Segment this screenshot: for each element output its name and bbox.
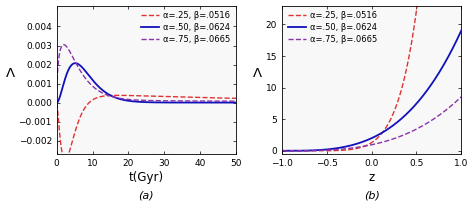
Y-axis label: Λ: Λ xyxy=(253,67,262,80)
α=.50, β=.0624 xyxy=(228,101,234,104)
α=.75, β=.0665 xyxy=(61,43,66,46)
Y-axis label: Λ: Λ xyxy=(6,67,15,80)
Legend: α=.25, β=.0516, α=.50, β=.0624, α=.75, β=.0665: α=.25, β=.0516, α=.50, β=.0624, α=.75, β… xyxy=(139,10,232,46)
α=.75, β=.0665 xyxy=(141,99,147,102)
Text: (a): (a) xyxy=(138,190,154,201)
α=.75, β=.0665 xyxy=(453,100,459,103)
α=.25, β=.0516 xyxy=(115,94,121,97)
α=.75, β=.0665 xyxy=(233,100,239,102)
α=.75, β=.0665 xyxy=(366,144,372,147)
Line: α=.50, β=.0624: α=.50, β=.0624 xyxy=(282,31,461,151)
α=.75, β=.0665 xyxy=(63,45,69,47)
α=.75, β=.0665 xyxy=(453,100,459,103)
α=.25, β=.0516 xyxy=(62,159,68,161)
α=.75, β=.0665 xyxy=(228,100,234,102)
X-axis label: t(Gyr): t(Gyr) xyxy=(129,171,164,184)
α=.75, β=.0665 xyxy=(279,150,285,152)
α=.25, β=.0516 xyxy=(63,158,69,160)
Line: α=.25, β=.0516: α=.25, β=.0516 xyxy=(282,0,461,151)
Legend: α=.25, β=.0516, α=.50, β=.0624, α=.75, β=.0665: α=.25, β=.0516, α=.50, β=.0624, α=.75, β… xyxy=(286,10,378,46)
α=.50, β=.0624 xyxy=(420,94,426,97)
α=.50, β=.0624 xyxy=(362,140,367,142)
α=.75, β=.0665 xyxy=(137,99,142,101)
α=.50, β=.0624 xyxy=(195,101,201,104)
α=.50, β=.0624 xyxy=(73,62,78,64)
α=.25, β=.0516 xyxy=(228,97,234,100)
α=.75, β=.0665 xyxy=(195,100,201,102)
α=.75, β=.0665 xyxy=(420,124,426,127)
α=.25, β=.0516 xyxy=(233,97,239,100)
Line: α=.75, β=.0665: α=.75, β=.0665 xyxy=(282,97,461,151)
α=.75, β=.0665 xyxy=(362,145,367,147)
α=.50, β=.0624 xyxy=(279,150,285,152)
α=.75, β=.0665 xyxy=(228,100,234,102)
α=.50, β=.0624 xyxy=(366,138,372,140)
α=.50, β=.0624 xyxy=(233,101,239,104)
α=.50, β=.0624 xyxy=(141,101,147,103)
α=.75, β=.0665 xyxy=(458,96,464,98)
α=.25, β=.0516 xyxy=(366,143,372,145)
α=.50, β=.0624 xyxy=(63,75,69,77)
α=.25, β=.0516 xyxy=(228,97,234,100)
α=.50, β=.0624 xyxy=(54,101,60,104)
Text: (b): (b) xyxy=(364,190,380,201)
α=.50, β=.0624 xyxy=(288,150,294,152)
α=.25, β=.0516 xyxy=(141,95,147,97)
α=.50, β=.0624 xyxy=(453,40,459,43)
α=.25, β=.0516 xyxy=(54,102,60,105)
α=.25, β=.0516 xyxy=(288,150,294,152)
α=.25, β=.0516 xyxy=(195,96,201,99)
α=.50, β=.0624 xyxy=(137,101,142,103)
Line: α=.75, β=.0665: α=.75, β=.0665 xyxy=(57,45,236,101)
α=.50, β=.0624 xyxy=(453,41,459,43)
α=.50, β=.0624 xyxy=(458,29,464,32)
Line: α=.25, β=.0516: α=.25, β=.0516 xyxy=(57,95,236,160)
α=.25, β=.0516 xyxy=(279,150,285,152)
α=.50, β=.0624 xyxy=(228,101,234,104)
Line: α=.50, β=.0624: α=.50, β=.0624 xyxy=(57,63,236,102)
X-axis label: z: z xyxy=(368,171,375,184)
α=.75, β=.0665 xyxy=(54,86,60,89)
α=.75, β=.0665 xyxy=(288,150,294,152)
α=.25, β=.0516 xyxy=(362,145,367,147)
α=.25, β=.0516 xyxy=(137,94,142,97)
